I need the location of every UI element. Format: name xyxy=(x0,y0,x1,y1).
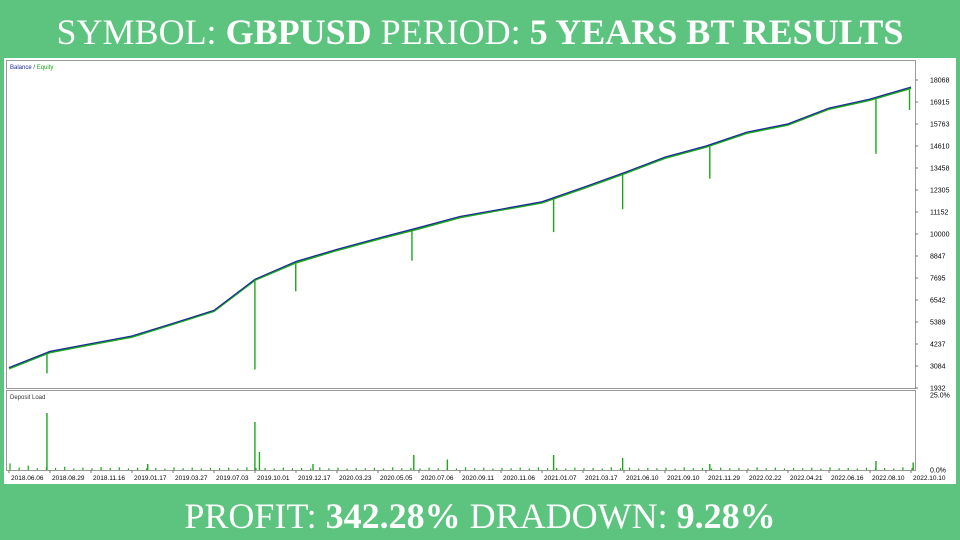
legend: Balance / Equity xyxy=(10,65,53,71)
x-tick-label: 2018.06.06 xyxy=(11,475,44,482)
x-tick-label: 2022.10.10 xyxy=(913,475,946,482)
y-tick-label: 6542 xyxy=(930,298,946,305)
x-tick-label: 2019.10.01 xyxy=(257,475,290,482)
backtest-chart: 18068 16915 15763 14610 13458 12305 11152 10000… xyxy=(6,60,950,482)
x-tick-label: 2019.01.17 xyxy=(134,475,167,482)
x-tick-label: 2018.08.29 xyxy=(52,475,85,482)
load-pane-border xyxy=(6,390,916,471)
y-tick-label: 18068 xyxy=(930,78,950,85)
equity-line xyxy=(8,87,912,370)
legend-equity: Equity xyxy=(37,65,54,71)
load-title: Deposit Load xyxy=(10,395,45,401)
load-tick-label: 0.0% xyxy=(930,468,946,475)
x-tick-label: 2018.11.16 xyxy=(93,475,125,482)
x-tick-label: 2022.06.16 xyxy=(831,475,864,482)
x-tick-label: 2022.04.21 xyxy=(790,475,823,482)
profit-label: PROFIT: xyxy=(184,496,317,536)
x-tick-label: 2022.08.10 xyxy=(872,475,905,482)
y-tick-label: 10000 xyxy=(930,232,950,239)
chart-frame: 18068 16915 15763 14610 13458 12305 11152 10000… xyxy=(4,58,956,484)
symbol-label: SYMBOL: xyxy=(56,12,217,52)
x-tick-label: 2019.03.27 xyxy=(175,475,208,482)
title-banner: SYMBOL: GBPUSD PERIOD: 5 YEARS BT RESULT… xyxy=(0,12,960,52)
x-tick-label: 2021.03.17 xyxy=(585,475,618,482)
drawdown-label: DRADOWN: xyxy=(469,496,668,536)
y-tick-label: 16915 xyxy=(930,100,950,107)
y-tick-label: 11152 xyxy=(930,210,949,217)
y-tick-label: 14610 xyxy=(930,144,950,151)
y-tick-label: 5389 xyxy=(930,320,946,327)
symbol-value: GBPUSD xyxy=(225,12,372,52)
period-label: PERIOD: xyxy=(380,12,521,52)
x-tick-label: 2019.12.17 xyxy=(298,475,331,482)
load-tick-label: 25.0% xyxy=(930,393,950,400)
x-tick-label: 2021.11.29 xyxy=(708,475,740,482)
y-tick-label: 1932 xyxy=(930,386,946,393)
summary-banner: PROFIT: 342.28% DRADOWN: 9.28% xyxy=(0,496,960,536)
x-tick-label: 2020.11.06 xyxy=(503,475,535,482)
drawdown-value: 9.28% xyxy=(676,496,776,536)
y-tick-label: 4237 xyxy=(930,342,946,349)
main-pane-border xyxy=(6,60,916,389)
y-tick-label: 12305 xyxy=(930,188,950,195)
x-tick-label: 2020.07.06 xyxy=(421,475,454,482)
x-tick-label: 2020.03.23 xyxy=(339,475,372,482)
x-tick-label: 2021.06.10 xyxy=(626,475,659,482)
y-tick-label: 8847 xyxy=(930,254,946,261)
y-tick-label: 13458 xyxy=(930,165,950,172)
x-tick-label: 2020.05.05 xyxy=(380,475,413,482)
profit-value: 342.28% xyxy=(325,496,461,536)
balance-line xyxy=(8,86,912,369)
x-tick-label: 2020.09.11 xyxy=(462,475,494,482)
y-tick-label: 3084 xyxy=(930,364,946,371)
x-tick-label: 2019.07.03 xyxy=(216,475,249,482)
y-tick-label: 7695 xyxy=(930,275,946,282)
period-value: 5 YEARS BT RESULTS xyxy=(529,12,904,52)
x-tick-label: 2021.09.10 xyxy=(667,475,700,482)
legend-balance: Balance xyxy=(10,65,32,71)
x-tick-label: 2021.01.07 xyxy=(544,475,577,482)
y-tick-label: 15763 xyxy=(930,121,950,128)
x-tick-label: 2022.02.22 xyxy=(749,475,782,482)
